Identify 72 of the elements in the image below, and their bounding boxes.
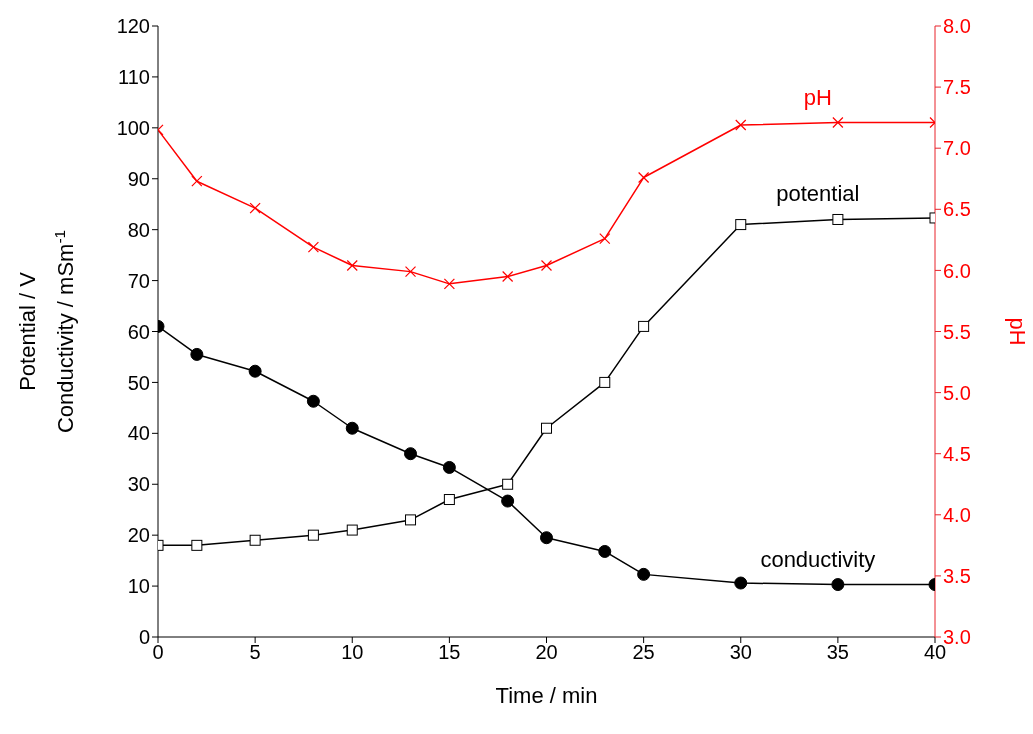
y-tick-label: 120 xyxy=(116,15,150,38)
y-tick-label: 50 xyxy=(127,371,150,394)
x-tick-label: 30 xyxy=(729,641,752,664)
point xyxy=(249,202,261,214)
point xyxy=(307,241,319,253)
point xyxy=(442,460,456,474)
x-tick-label: 10 xyxy=(341,641,364,664)
point xyxy=(541,422,552,434)
series-label: potential xyxy=(776,181,860,207)
y2-tick-label: 5.0 xyxy=(943,381,971,404)
point xyxy=(735,219,747,231)
x-tick-label: 20 xyxy=(535,641,558,664)
y2-axis-title: pH xyxy=(1005,317,1030,346)
series-label: conductivity xyxy=(760,546,876,572)
point xyxy=(735,119,747,131)
point xyxy=(346,524,358,536)
y2-tick-label: 8.0 xyxy=(943,15,971,38)
point xyxy=(832,116,844,129)
point xyxy=(831,578,845,592)
y-tick-label: 10 xyxy=(127,575,150,598)
point xyxy=(404,447,418,461)
x-tick-label: 25 xyxy=(632,641,655,664)
point xyxy=(638,171,650,184)
point xyxy=(248,364,262,378)
point xyxy=(599,376,611,388)
x-tick-label: 35 xyxy=(826,641,849,664)
y2-tick-label: 7.0 xyxy=(943,137,971,160)
x-tick-label: 5 xyxy=(249,641,261,664)
y-tick-label: 40 xyxy=(127,422,150,445)
y2-tick-label: 4.0 xyxy=(943,503,971,526)
x-axis-title: Time / min xyxy=(495,682,598,708)
point xyxy=(540,531,553,545)
point xyxy=(306,394,320,408)
point xyxy=(502,478,514,490)
x-tick-label: 0 xyxy=(152,641,164,664)
point xyxy=(346,259,358,272)
x-tick-label: 15 xyxy=(438,641,461,664)
point xyxy=(599,233,611,245)
point xyxy=(191,539,203,551)
y-tick-label: 0 xyxy=(138,626,150,649)
y-tick-label: 20 xyxy=(127,524,150,547)
point xyxy=(832,213,844,225)
y2-tick-label: 3.5 xyxy=(943,565,971,587)
point xyxy=(443,494,455,506)
y-tick-label: 80 xyxy=(127,218,150,241)
point xyxy=(637,567,651,581)
point xyxy=(540,259,553,272)
y2-tick-label: 5.5 xyxy=(943,320,971,343)
point xyxy=(307,529,319,541)
point xyxy=(443,278,455,290)
series-label: pH xyxy=(803,84,832,110)
point xyxy=(249,534,261,546)
point xyxy=(502,270,514,283)
y-tick-label: 30 xyxy=(127,473,150,496)
point xyxy=(190,347,204,361)
y2-tick-label: 7.5 xyxy=(943,76,971,99)
point xyxy=(638,320,650,332)
y2-tick-label: 4.5 xyxy=(943,442,971,465)
point xyxy=(501,494,515,508)
point xyxy=(191,175,203,187)
point xyxy=(404,266,417,278)
point xyxy=(734,576,748,590)
y-tick-label: 100 xyxy=(116,116,150,139)
y-tick-label: 70 xyxy=(127,269,150,292)
point xyxy=(345,421,359,435)
y2-tick-label: 6.5 xyxy=(943,198,971,221)
point xyxy=(405,514,417,526)
y-tick-label: 60 xyxy=(127,320,150,343)
y-tick-label: 110 xyxy=(118,66,150,89)
y-tick-label: 90 xyxy=(127,167,150,190)
point xyxy=(598,544,612,558)
y2-tick-label: 6.0 xyxy=(943,259,971,282)
